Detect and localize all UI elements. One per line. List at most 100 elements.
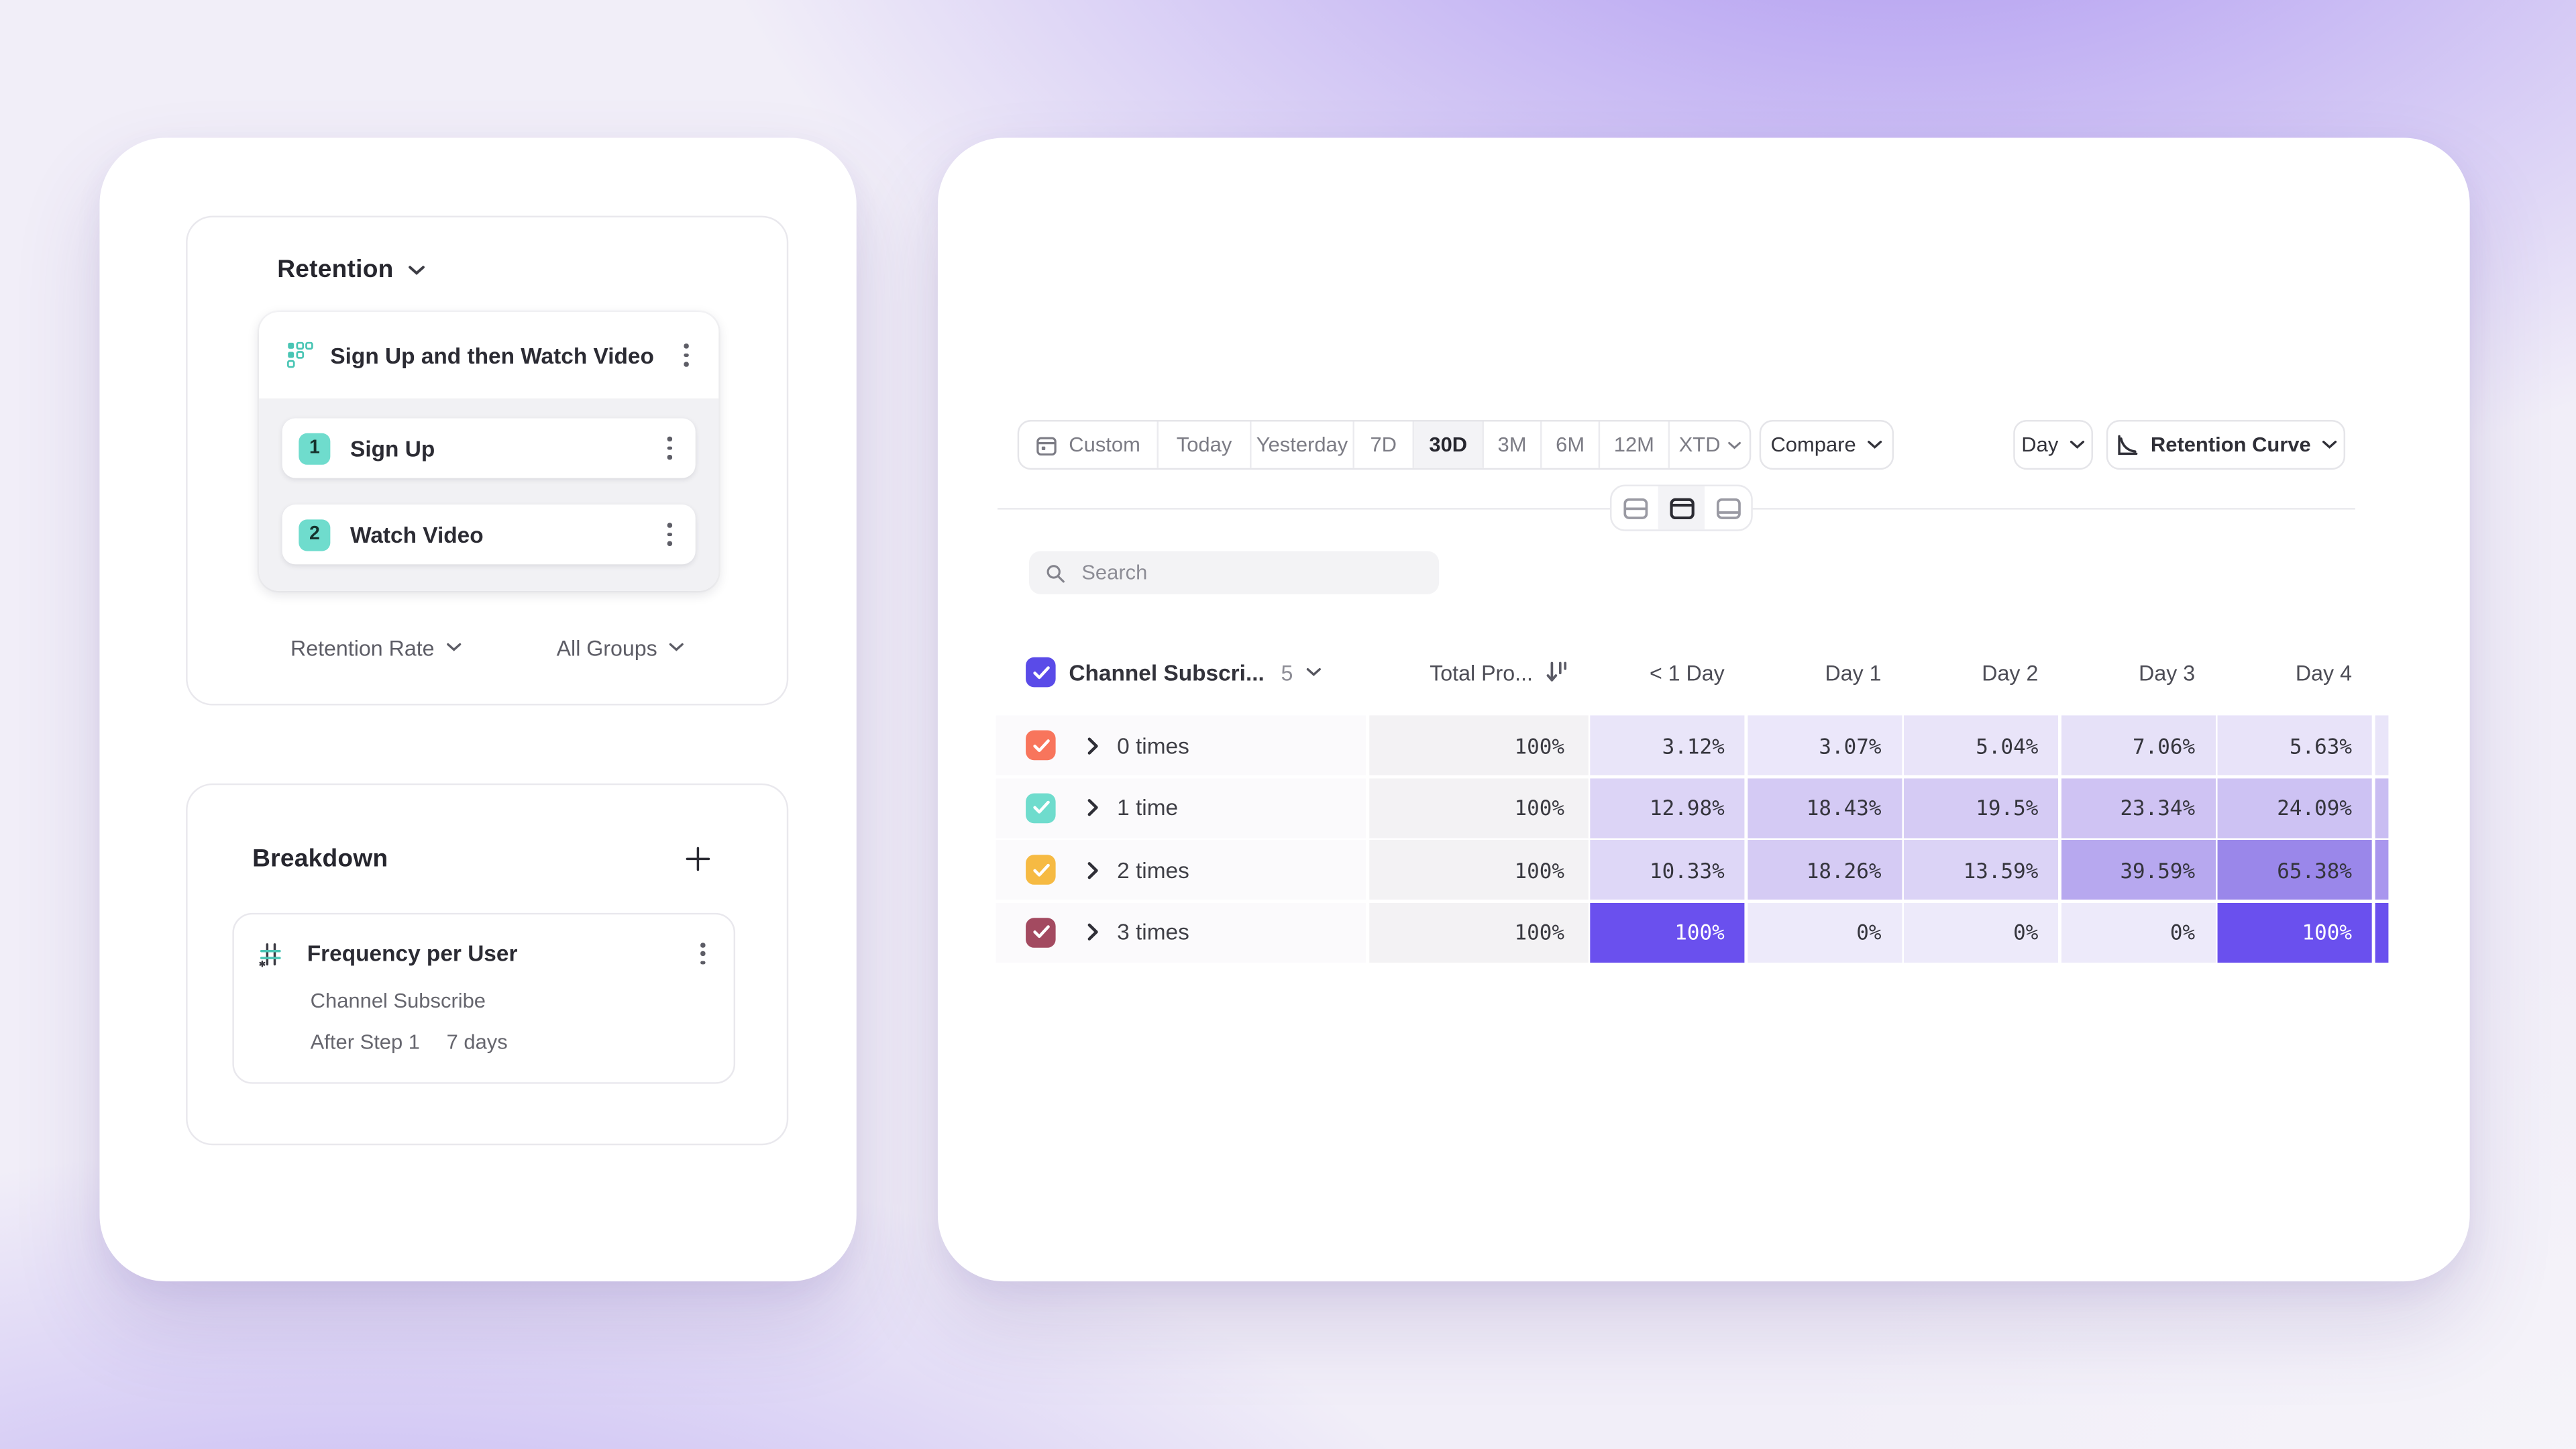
retention-cell: 19.5% [1903,777,2059,838]
view-chart-icon[interactable] [1705,486,1751,529]
retention-table: Channel Subscri... 5 Total Pro... < 1 Da… [996,647,2392,962]
table-row-label: 1 time [996,777,1366,838]
total-column-header[interactable]: Total Pro... [1368,660,1588,685]
total-cell: 100% [1368,777,1588,838]
retention-footer: Retention Rate All Groups [188,591,787,704]
kebab-menu-icon[interactable] [678,337,695,373]
add-breakdown-button[interactable] [686,847,710,871]
date-range-today[interactable]: Today [1159,421,1252,468]
groups-dropdown-label: All Groups [556,635,657,660]
group-count: 5 [1281,659,1293,685]
date-range-30d[interactable]: 30D [1414,421,1484,468]
search-input[interactable] [1078,559,1423,586]
step-number-badge: 2 [299,519,331,551]
table-body: 0 times 100% 3.12% 3.07% 5.04% 7.06% 5.6… [996,715,2392,962]
date-range-3m[interactable]: 3M [1484,421,1542,468]
expand-row-icon[interactable] [1087,736,1099,754]
expand-row-icon[interactable] [1087,861,1099,879]
clipped-day5-cell [2374,777,2388,838]
date-range-xtd[interactable]: XTD [1670,421,1750,468]
retention-step-group: Sign Up and then Watch Video 1 Sign Up 2… [258,312,719,591]
chevron-down-icon [2070,440,2085,449]
date-range-12m[interactable]: 12M [1600,421,1670,468]
chevron-down-icon [669,643,684,651]
retention-section: Retention [186,215,789,706]
row-name: 2 times [1117,857,1189,883]
chevron-down-icon [2322,440,2337,449]
step-row-watch-video[interactable]: 2 Watch Video [282,504,696,565]
row-checkbox[interactable] [1026,730,1056,761]
funnel-steps-icon [287,341,314,369]
row-name: 0 times [1117,733,1189,758]
kebab-menu-icon[interactable] [694,936,712,971]
clipped-day5-cell [2374,839,2388,900]
kebab-menu-icon[interactable] [661,431,679,466]
check-icon [1032,665,1049,678]
breakdown-item-card[interactable]: Frequency per User Channel Subscribe Aft… [232,912,736,1084]
step-row-sign-up[interactable]: 1 Sign Up [282,418,696,478]
breakdown-window: After Step 1 7 days [311,1031,712,1055]
expand-row-icon[interactable] [1087,923,1099,941]
breakdown-item-title: Frequency per User [307,941,518,967]
granularity-button[interactable]: Day [2013,419,2093,470]
row-checkbox[interactable] [1026,917,1056,947]
chart-type-button[interactable]: Retention Curve [2106,419,2346,470]
calendar-icon [1036,436,1057,455]
total-cell: 100% [1368,715,1588,775]
select-all-checkbox[interactable] [1026,657,1056,688]
retention-cell: 24.09% [2217,777,2372,838]
chevron-down-icon[interactable] [1306,667,1321,678]
view-table-icon[interactable] [1658,486,1705,530]
step-label: Watch Video [350,522,484,547]
retention-cell: 5.04% [1903,715,2059,775]
retention-type-dropdown[interactable]: Retention [277,256,425,284]
date-range-7d[interactable]: 7D [1354,421,1415,468]
date-range-yesterday[interactable]: Yesterday [1252,421,1354,468]
view-split-icon[interactable] [1611,486,1658,529]
table-row-label: 3 times [996,902,1366,962]
row-checkbox[interactable] [1026,792,1056,822]
retention-cell: 18.26% [1747,839,1902,900]
day-column-header[interactable]: Day 3 [2139,659,2196,685]
retention-cell: 100% [2217,902,2372,962]
total-cell: 100% [1368,902,1588,962]
retention-cell: 10.33% [1590,839,1745,900]
retention-curve-icon [2117,434,2137,454]
date-range-6m[interactable]: 6M [1542,421,1601,468]
compare-button[interactable]: Compare [1759,419,1894,470]
group-column-header[interactable]: Channel Subscri... [1069,659,1265,685]
retention-cell: 3.12% [1590,715,1745,775]
chevron-down-icon [1868,440,1882,449]
expand-row-icon[interactable] [1087,798,1099,816]
day-column-header[interactable]: Day 1 [1825,659,1882,685]
numeric-property-icon [258,941,284,967]
retention-cell: 0% [2060,902,2215,962]
sort-descending-icon [1546,661,1566,682]
day-column-header[interactable]: < 1 Day [1649,659,1725,685]
retention-cell: 100% [1590,902,1745,962]
date-range-custom[interactable]: Custom [1019,421,1159,468]
total-cell: 100% [1368,839,1588,900]
metric-dropdown[interactable]: Retention Rate [290,635,461,660]
retention-cell: 13.59% [1903,839,2059,900]
kebab-menu-icon[interactable] [661,517,679,552]
retention-cell: 7.06% [2060,715,2215,775]
retention-cell: 3.07% [1747,715,1902,775]
groups-dropdown[interactable]: All Groups [556,635,684,660]
retention-cell: 18.43% [1747,777,1902,838]
breakdown-event: Channel Subscribe [310,989,486,1013]
row-name: 1 time [1117,795,1179,820]
day-column-header[interactable]: Day 4 [2295,659,2352,685]
date-range-picker: Custom Today Yesterday 7D 30D 3M 6M 12M … [1017,419,1752,470]
retention-cell: 0% [1747,902,1902,962]
day-column-header[interactable]: Day 2 [1982,659,2039,685]
step-number-badge: 1 [299,432,331,464]
row-checkbox[interactable] [1026,855,1056,885]
window-label[interactable]: 7 days [446,1031,508,1055]
retention-cell: 23.34% [2060,777,2215,838]
step-list: 1 Sign Up 2 Watch Video [258,398,719,591]
query-builder-panel: Retention [99,138,857,1282]
after-step-label[interactable]: After Step 1 [310,1031,421,1055]
breakdown-title: Breakdown [252,845,388,873]
